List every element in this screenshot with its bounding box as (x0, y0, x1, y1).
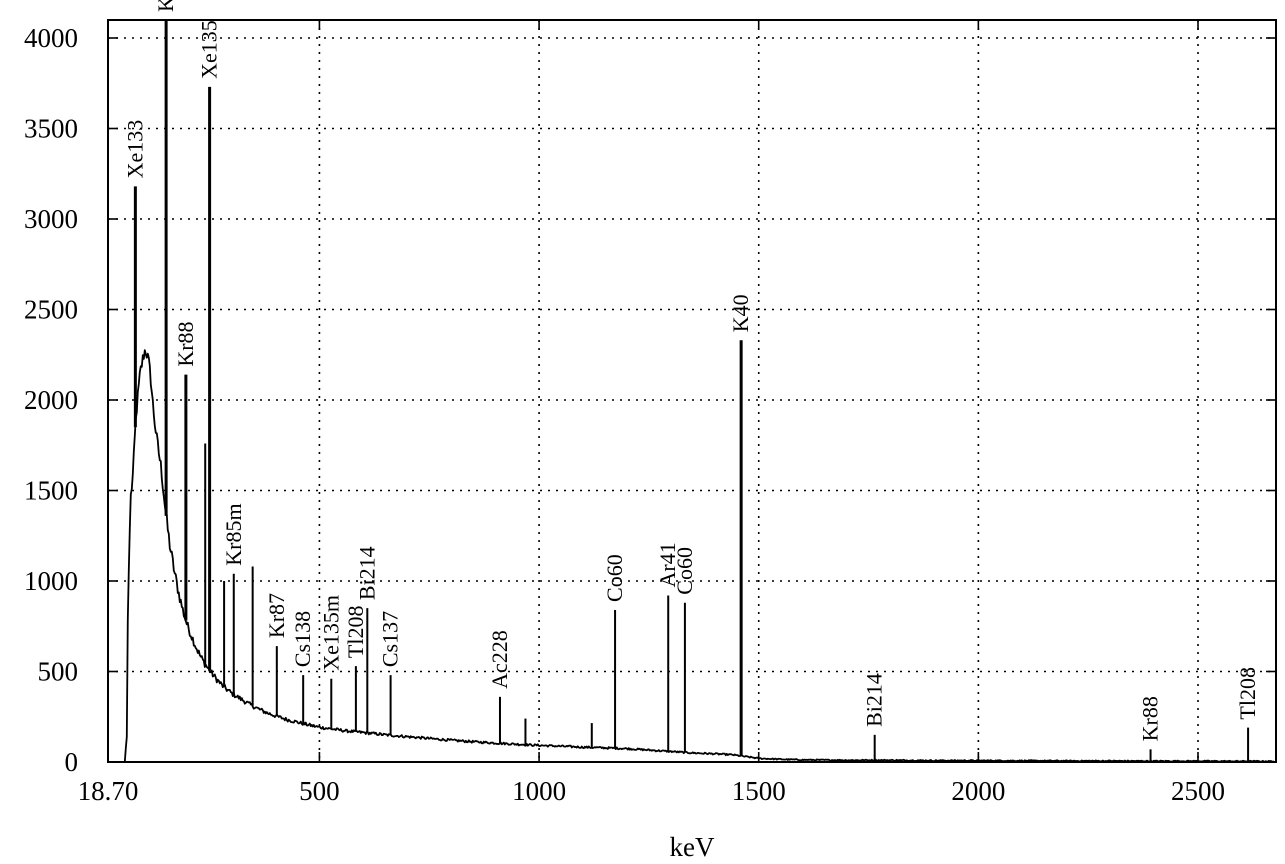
x-tick-label: 1500 (732, 776, 786, 806)
y-tick-label: 1000 (24, 566, 78, 596)
y-tick-label: 2500 (24, 295, 78, 325)
y-tick-label: 3500 (24, 114, 78, 144)
peak-label: Bi214 (354, 546, 379, 600)
x-tick-label: 2000 (951, 776, 1005, 806)
grid-lines (108, 20, 1276, 762)
x-axis-ticks: 18.70 500 1000 1500 2000 2500 (78, 20, 1225, 806)
plot-frame (107, 19, 1277, 763)
x-tick-label: 18.70 (78, 776, 139, 806)
peak-label: Kr87 (264, 593, 289, 638)
peak-label: Ar41 (655, 542, 680, 587)
peak-lines (133, 20, 1250, 762)
peak-label: Xe135 (197, 20, 222, 79)
peak-label: Co60 (602, 554, 627, 602)
y-axis-ticks: 0 500 1000 1500 2000 2500 3000 3500 4000 (24, 23, 1276, 777)
y-tick-label: 2000 (24, 385, 78, 415)
peak-label: Xe135m (318, 595, 343, 671)
peak-label: Cs138 (290, 611, 315, 667)
x-tick-label: 500 (299, 776, 340, 806)
x-tick-label: 2500 (1171, 776, 1225, 806)
y-tick-label: 1500 (24, 476, 78, 506)
peak-label: Kr85m (221, 503, 246, 565)
peak-label: Ac228 (487, 630, 512, 689)
peak-label: Bi214 (862, 673, 887, 727)
peak-label: Kr88 (1138, 696, 1163, 741)
spectrum-line (123, 349, 1275, 763)
y-tick-label: 0 (65, 747, 79, 777)
peak-label: Kr88 (173, 321, 198, 366)
peak-labels: Xe133Kr85mKr88Xe135Kr85mKr87Cs138Xe135mT… (122, 0, 1260, 741)
x-tick-label: 1000 (512, 776, 566, 806)
peak-label: Tl208 (343, 606, 368, 659)
x-axis-label: keV (670, 832, 715, 862)
y-tick-label: 4000 (24, 23, 78, 53)
peak-label: Tl208 (1235, 667, 1260, 720)
peak-label: Xe133 (122, 120, 147, 179)
peak-label: K40 (728, 294, 753, 332)
peak-label: Co60 (672, 547, 697, 595)
peak-label: Cs137 (378, 611, 403, 667)
peak-label: Kr85m (153, 0, 178, 12)
y-tick-label: 500 (38, 657, 79, 687)
y-tick-label: 3000 (24, 204, 78, 234)
